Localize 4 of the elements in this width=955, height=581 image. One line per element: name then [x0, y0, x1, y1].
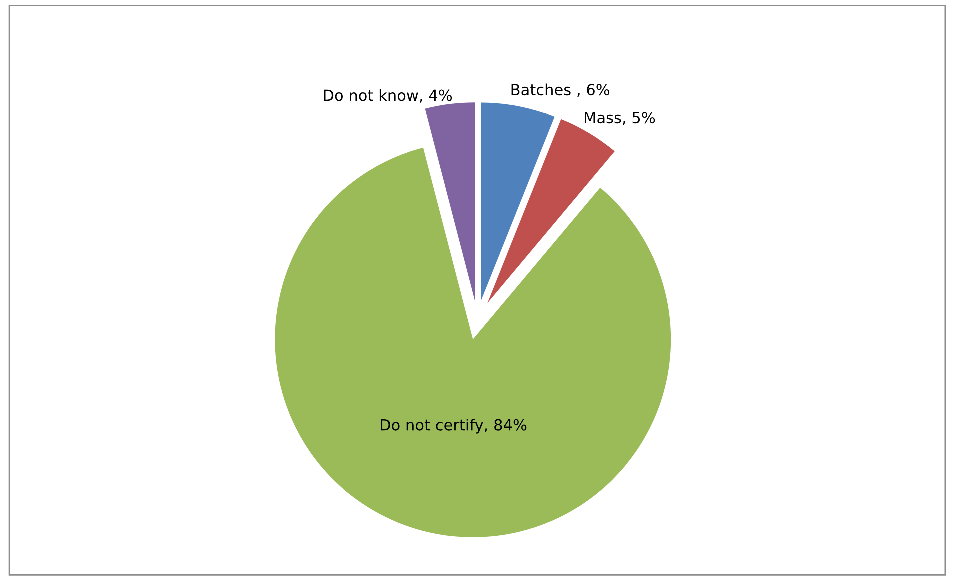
slice-label: Do not know, 4% [324, 89, 452, 103]
slice-label: Batches , 6% [512, 84, 610, 98]
slice-label: Do not certify, 84% [381, 419, 527, 434]
slice-label: Mass, 5% [585, 112, 656, 126]
